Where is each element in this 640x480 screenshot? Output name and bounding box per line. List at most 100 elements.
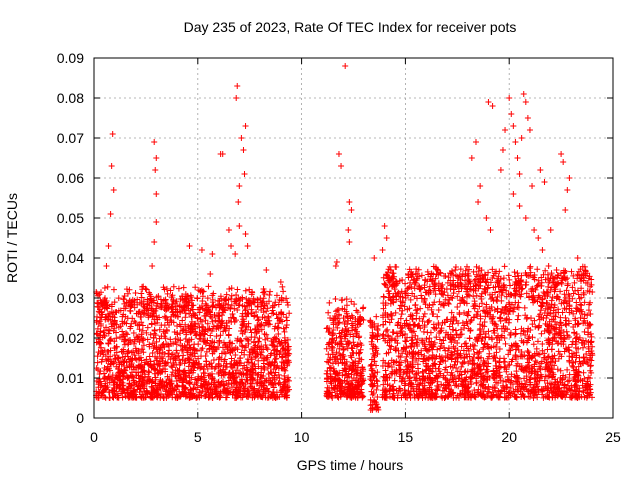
data-point: [283, 322, 290, 329]
data-point: [456, 309, 463, 316]
data-point: [216, 337, 223, 344]
data-point: [159, 342, 166, 349]
data-point: [508, 111, 515, 117]
data-point: [539, 247, 546, 253]
data-point: [115, 324, 122, 331]
data-point: [547, 227, 554, 233]
data-point: [581, 328, 588, 335]
data-point: [228, 355, 235, 362]
data-point: [464, 312, 471, 319]
data-point: [229, 340, 236, 347]
data-point: [325, 309, 332, 316]
data-point: [174, 313, 181, 320]
data-point: [122, 313, 129, 320]
data-point: [108, 309, 115, 316]
data-point: [138, 393, 145, 400]
data-point: [126, 297, 133, 304]
data-point: [214, 323, 221, 330]
data-point: [248, 356, 255, 363]
data-point: [260, 346, 267, 353]
data-point: [242, 123, 249, 129]
data-point: [544, 346, 551, 353]
data-point: [323, 345, 330, 352]
data-point: [179, 347, 186, 354]
y-tick-label: 0.06: [57, 170, 84, 186]
data-point: [139, 391, 146, 398]
data-point: [512, 331, 519, 338]
y-tick-label: 0.03: [57, 290, 84, 306]
data-point: [127, 323, 134, 330]
data-point: [238, 324, 245, 331]
data-point: [356, 317, 363, 324]
data-point: [251, 348, 258, 355]
data-point: [140, 349, 147, 356]
data-point: [158, 353, 165, 360]
data-point: [234, 286, 241, 293]
data-point: [346, 339, 353, 346]
x-tick-label: 25: [605, 429, 621, 445]
data-point: [555, 348, 562, 355]
data-point: [523, 315, 530, 322]
data-point: [335, 306, 342, 313]
data-point: [128, 301, 135, 308]
data-point: [242, 287, 249, 294]
data-point: [207, 332, 214, 339]
data-point: [272, 299, 279, 306]
data-point: [165, 342, 172, 349]
data-point: [221, 297, 228, 304]
data-point: [104, 316, 111, 323]
data-point: [254, 297, 261, 304]
data-point: [257, 380, 264, 387]
data-point: [457, 300, 464, 307]
data-point: [421, 310, 428, 317]
data-point: [186, 374, 193, 381]
data-point: [144, 296, 151, 303]
data-point: [242, 388, 249, 395]
data-point: [198, 247, 205, 253]
data-point: [458, 363, 465, 370]
data-point: [151, 139, 158, 145]
data-point: [129, 356, 136, 363]
data-point: [155, 293, 162, 300]
data-point: [537, 307, 544, 314]
data-point: [273, 364, 280, 371]
data-point: [139, 283, 146, 290]
data-point: [260, 355, 267, 362]
data-point: [475, 199, 482, 205]
data-point: [141, 368, 148, 375]
data-point: [218, 318, 225, 325]
data-point: [174, 323, 181, 330]
data-point: [151, 239, 158, 245]
data-point: [135, 336, 142, 343]
data-point: [112, 345, 119, 352]
data-point: [454, 303, 461, 310]
data-point: [94, 353, 101, 360]
data-point: [281, 347, 288, 354]
data-point: [197, 365, 204, 372]
data-point: [209, 303, 216, 310]
data-point: [379, 247, 386, 253]
data-point: [105, 373, 112, 380]
data-point: [185, 347, 192, 354]
data-point: [531, 227, 538, 233]
data-point: [168, 371, 175, 378]
data-point: [521, 304, 528, 311]
chart-title: Day 235 of 2023, Rate Of TEC Index for r…: [184, 19, 517, 35]
data-point: [234, 83, 241, 89]
data-point: [172, 373, 179, 380]
data-point: [331, 368, 338, 375]
data-point: [189, 349, 196, 356]
data-point: [121, 337, 128, 344]
data-point: [265, 314, 272, 321]
data-point: [157, 345, 164, 352]
data-point: [333, 392, 340, 399]
data-point: [442, 273, 449, 280]
data-point: [147, 377, 154, 384]
data-point: [275, 324, 282, 331]
data-point: [483, 215, 490, 221]
data-point: [172, 339, 179, 346]
data-point: [130, 349, 137, 356]
data-point: [237, 379, 244, 386]
data-point: [191, 381, 198, 388]
